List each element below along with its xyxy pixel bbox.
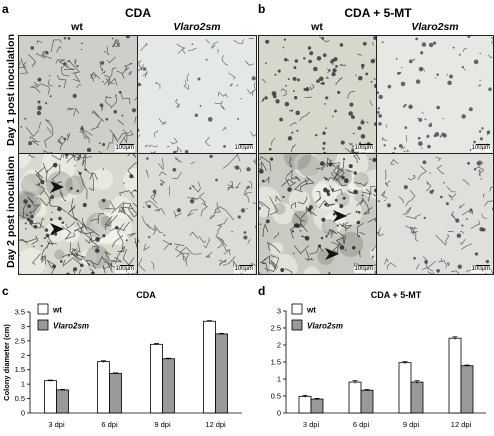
scale-bar-label: 100µm	[471, 266, 491, 273]
legend-swatch	[38, 320, 48, 330]
bar-wt	[204, 321, 216, 413]
bar-mutant	[163, 359, 175, 413]
bar-mutant	[216, 334, 228, 413]
y-tick-label: 2.5	[271, 324, 281, 333]
micrograph-a-wt-day2: 100µm	[18, 153, 138, 275]
scale-bar-label: 100µm	[354, 145, 374, 152]
scale-bar-label: 100µm	[115, 145, 135, 152]
x-tick-label: 12 dpi	[451, 420, 472, 429]
bar-wt	[449, 338, 461, 413]
y-tick-label: 0.5	[271, 392, 281, 401]
micrograph-a-wt-day1-image	[19, 36, 138, 154]
x-tick-label: 6 dpi	[101, 420, 118, 429]
y-tick-label: 1.5	[271, 358, 281, 367]
micrograph-b-wt-day1: 100µm	[258, 35, 377, 154]
scale-bar-label: 100µm	[234, 145, 254, 152]
col-mutant-a-text: Vlaro2sm	[173, 21, 220, 33]
y-tick-label: 1	[21, 380, 25, 389]
legend-label: Vlaro2sm	[307, 322, 343, 331]
x-tick-label: 12 dpi	[205, 420, 226, 429]
y-tick-label: 3	[277, 307, 281, 316]
bar-mutant	[461, 366, 473, 413]
y-tick-label: 2	[21, 351, 25, 360]
micrograph-b-mutant-day1-image	[377, 36, 494, 154]
y-tick-label: 0	[21, 409, 25, 418]
x-tick-label: 3 dpi	[303, 420, 320, 429]
col-wt-b: wt	[258, 21, 376, 33]
micrograph-a-mutant-day1-image	[138, 36, 257, 154]
scale-bar-label: 100µm	[115, 266, 135, 273]
chart-c: CDA Colony diameter (cm) 0 0.5 1 1.5 2 2.5 3 3.5 3…	[0, 282, 250, 431]
micrograph-b-mutant-day2: 100µm	[376, 153, 494, 275]
row-label-day1: Day 1 post inoculation	[5, 25, 17, 155]
y-tick-label: 2	[277, 341, 281, 350]
bar-wt	[45, 381, 57, 413]
bar-wt	[299, 396, 311, 413]
y-tick-label: 2.5	[15, 336, 25, 345]
y-tick-label: 3.5	[15, 308, 25, 317]
micrograph-a-mutant-day1: 100µm	[137, 35, 257, 154]
bar-mutant	[361, 390, 373, 413]
micrograph-a-wt-day1: 100µm	[18, 35, 138, 154]
bar-wt	[151, 344, 163, 413]
chart-d: CDA + 5-MT 0 0.5 1 1.5 2 2.5 3 3 dpi 6 dpi 9 dpi 12…	[250, 282, 494, 431]
bar-mutant	[311, 399, 323, 413]
x-tick-label: 9 dpi	[154, 420, 171, 429]
legend-swatch	[38, 304, 48, 314]
legend-label: wt	[306, 306, 316, 315]
y-tick-label: 0	[277, 409, 281, 418]
micrograph-b-wt-day1-image	[259, 36, 377, 154]
y-axis-label: Colony diameter (cm)	[2, 324, 11, 401]
micrograph-b-wt-day2-image	[259, 154, 377, 275]
chart-d-plot: CDA + 5-MT 0 0.5 1 1.5 2 2.5 3 3 dpi 6 dpi 9 dpi 12…	[250, 282, 494, 431]
legend-label: Vlaro2sm	[53, 322, 89, 331]
x-tick-label: 3 dpi	[48, 420, 65, 429]
row-label-day2: Day 2 post inoculation	[5, 147, 17, 277]
bar-mutant	[57, 390, 69, 413]
micrograph-b-wt-day2: 100µm	[258, 153, 377, 275]
chart-c-plot: CDA Colony diameter (cm) 0 0.5 1 1.5 2 2.5 3 3.5 3…	[0, 282, 250, 431]
y-tick-label: 1	[277, 375, 281, 384]
scale-bar-label: 100µm	[354, 266, 374, 273]
panel-b-title: CDA + 5-MT	[262, 6, 494, 20]
micrograph-a-mutant-day2-image	[138, 154, 257, 275]
micrograph-b-mutant-day2-image	[377, 154, 494, 275]
bar-mutant	[411, 382, 423, 413]
bar-mutant	[110, 373, 122, 413]
scale-bar-label: 100µm	[471, 145, 491, 152]
col-mutant-b-text: Vlaro2sm	[411, 21, 458, 33]
chart-title: CDA + 5-MT	[371, 290, 422, 300]
y-tick-label: 0.5	[15, 394, 25, 403]
legend-swatch	[292, 320, 302, 330]
bar-wt	[399, 363, 411, 413]
col-mutant-b: Vlaro2sm	[376, 21, 494, 33]
legend-swatch	[292, 304, 302, 314]
chart-title: CDA	[136, 290, 156, 300]
scale-bar-label: 100µm	[234, 266, 254, 273]
col-wt-a: wt	[18, 21, 136, 33]
y-tick-label: 3	[21, 322, 25, 331]
micrograph-a-mutant-day2: 100µm	[137, 153, 257, 275]
panel-a-label: a	[2, 2, 9, 16]
micrograph-a-wt-day2-image	[19, 154, 138, 275]
legend-label: wt	[52, 306, 62, 315]
bar-wt	[349, 382, 361, 413]
col-mutant-a: Vlaro2sm	[138, 21, 256, 33]
x-tick-label: 6 dpi	[353, 420, 370, 429]
x-tick-label: 9 dpi	[403, 420, 420, 429]
bar-wt	[98, 362, 110, 413]
micrograph-b-mutant-day1: 100µm	[376, 35, 494, 154]
y-tick-label: 1.5	[15, 365, 25, 374]
panel-a-title: CDA	[20, 6, 256, 20]
